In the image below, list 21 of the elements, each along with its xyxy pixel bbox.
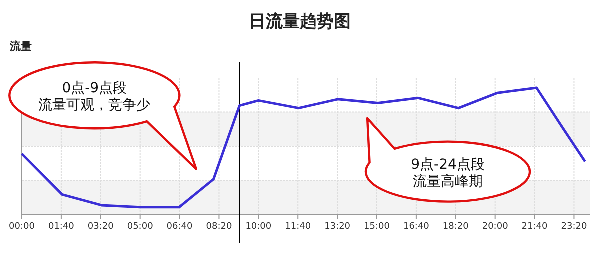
annotation: 流量可观，竞争少 [38,98,151,114]
x-tick-label: 05:00 [127,222,154,232]
x-tick-label: 18:20 [442,222,470,232]
x-tick-label: 00:00 [9,222,36,232]
chart-title: 日流量趋势图 [249,12,351,32]
x-tick-label: 23:20 [561,222,588,232]
x-tick-label: 03:20 [88,222,114,232]
x-tick-label: 15:00 [364,222,390,232]
x-tick-label: 01:40 [48,222,75,232]
x-tick-label: 16:40 [403,222,430,232]
y-axis-title: 流量 [9,40,32,53]
annotation: 流量高峰期 [413,174,483,190]
annotation: 0点-9点段 [62,80,128,97]
x-tick-label: 20:00 [482,222,509,232]
annotation: 9点-24点段 [411,156,485,173]
x-tick-label: 13:20 [324,222,351,232]
x-tick-label: 08:20 [206,222,232,232]
x-tick-label: 21:40 [522,222,548,232]
x-tick-label: 10:00 [246,222,272,232]
x-tick-label: 11:40 [285,222,312,232]
x-tick-label: 06:40 [166,222,194,232]
